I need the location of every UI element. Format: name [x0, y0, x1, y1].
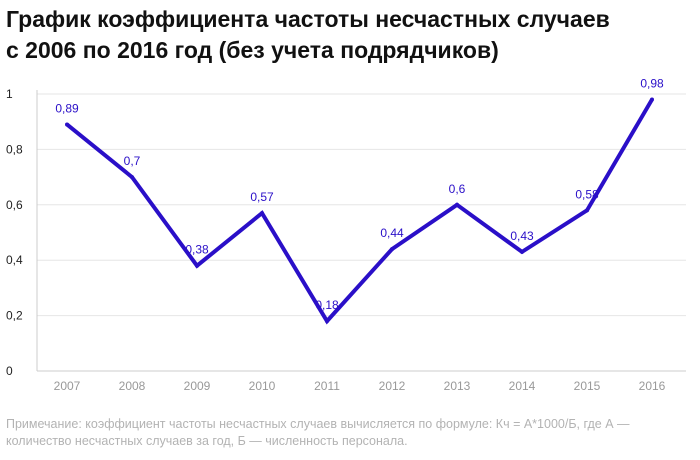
data-point — [195, 263, 199, 268]
data-point — [650, 97, 654, 102]
y-tick-label: 0 — [6, 364, 13, 378]
data-point — [260, 211, 264, 216]
x-tick-label: 2010 — [249, 379, 276, 393]
y-tick-label: 0,4 — [6, 253, 23, 267]
x-tick-label: 2008 — [119, 379, 146, 393]
data-label: 0,7 — [124, 154, 141, 168]
x-tick-label: 2009 — [184, 379, 211, 393]
y-tick-label: 0,6 — [6, 198, 23, 212]
data-point — [585, 208, 589, 213]
x-tick-label: 2013 — [444, 379, 471, 393]
chart-footnote: Примечание: коэффициент частоты несчастн… — [6, 417, 630, 448]
data-point — [390, 247, 394, 252]
chart-title-line-1: График коэффициента частоты несчастных с… — [6, 6, 610, 32]
data-label: 0,6 — [449, 182, 466, 196]
data-point — [65, 122, 69, 127]
series-line — [65, 98, 654, 325]
chart-title: График коэффициента частоты несчастных с… — [6, 4, 696, 66]
data-label: 0,38 — [185, 243, 209, 257]
x-tick-label: 2007 — [54, 379, 81, 393]
data-label: 0,98 — [640, 77, 664, 91]
data-label: 0,18 — [315, 298, 339, 312]
data-label: 0,44 — [380, 226, 404, 240]
x-tick-label: 2015 — [574, 379, 601, 393]
data-label: 0,43 — [510, 229, 534, 243]
data-point — [520, 249, 524, 254]
x-tick-label: 2011 — [314, 379, 340, 393]
chart-title-line-2: с 2006 по 2016 год (без учета подрядчико… — [6, 37, 499, 63]
data-label: 0,58 — [575, 187, 599, 201]
data-point — [325, 319, 329, 324]
y-tick-label: 1 — [6, 87, 13, 101]
y-tick-label: 0,8 — [6, 142, 23, 156]
data-label: 0,57 — [250, 190, 274, 204]
y-tick-label: 0,2 — [6, 309, 23, 323]
data-point — [130, 175, 134, 180]
line-chart: 0 0,2 0,4 0,6 0,8 1 2007 2008 2009 2010 2011 2012 20… — [6, 77, 686, 393]
x-tick-label: 2012 — [379, 379, 406, 393]
x-tick-label: 2014 — [509, 379, 536, 393]
x-tick-label: 2016 — [639, 379, 666, 393]
data-point — [455, 202, 459, 207]
data-label: 0,89 — [55, 101, 79, 115]
